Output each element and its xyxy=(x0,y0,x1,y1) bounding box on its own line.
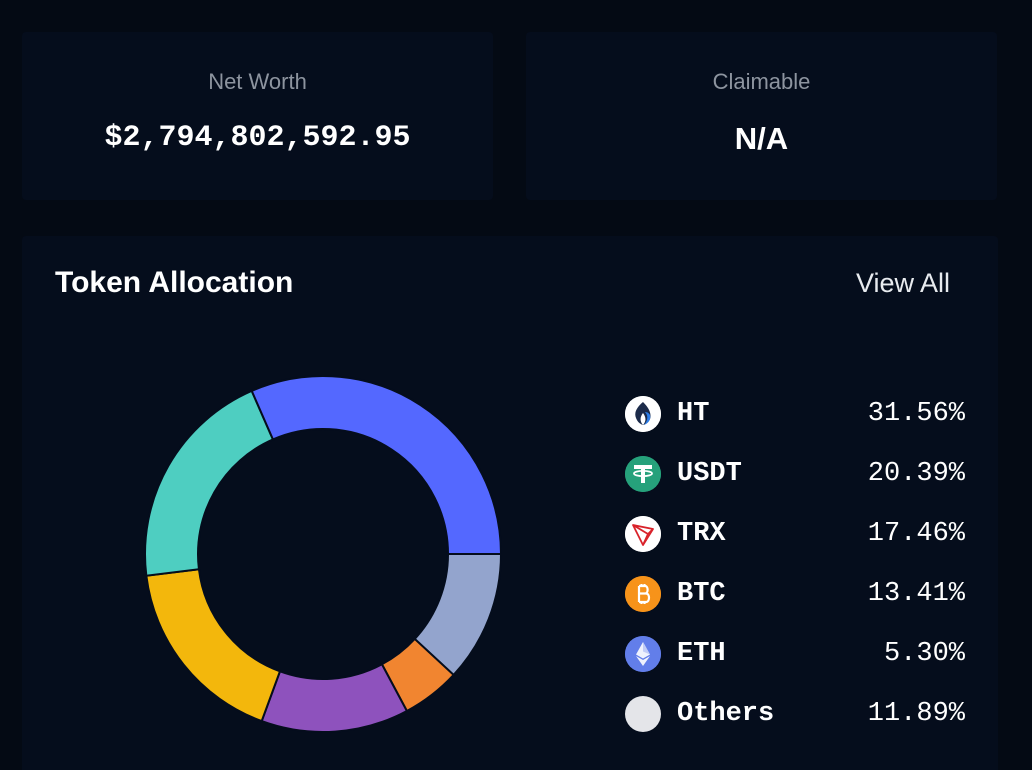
tether-icon xyxy=(625,456,661,492)
token-name: TRX xyxy=(677,519,726,549)
legend-item-trx[interactable]: TRX 17.46% xyxy=(625,504,965,564)
tron-icon xyxy=(625,516,661,552)
legend-item-ht[interactable]: HT 31.56% xyxy=(625,384,965,444)
donut-slice-ht[interactable] xyxy=(250,375,503,555)
donut-slice-trx[interactable] xyxy=(145,568,282,723)
claimable-value: N/A xyxy=(734,121,789,156)
legend-item-eth[interactable]: ETH 5.30% xyxy=(625,624,965,684)
view-all-link[interactable]: View All xyxy=(855,268,950,298)
allocation-legend: HT 31.56% USDT 20.39% TRX xyxy=(625,384,965,744)
donut-slice-btc[interactable] xyxy=(260,662,409,733)
token-name: HT xyxy=(677,399,710,429)
ethereum-icon xyxy=(625,636,661,672)
token-percentage: 17.46% xyxy=(867,519,965,549)
token-percentage: 13.41% xyxy=(867,579,965,609)
net-worth-card: Net Worth $2,794,802,592.95 xyxy=(22,32,493,200)
token-percentage: 20.39% xyxy=(867,459,965,489)
token-name: USDT xyxy=(677,459,742,489)
legend-item-others[interactable]: Others 11.89% xyxy=(625,684,965,744)
token-percentage: 11.89% xyxy=(867,699,965,729)
donut-slice-usdt[interactable] xyxy=(144,389,275,577)
bitcoin-icon xyxy=(625,576,661,612)
legend-item-usdt[interactable]: USDT 20.39% xyxy=(625,444,965,504)
claimable-label: Claimable xyxy=(712,69,811,94)
token-allocation-title: Token Allocation xyxy=(55,266,294,299)
claimable-card: Claimable N/A xyxy=(526,32,997,200)
token-name: Others xyxy=(677,699,775,729)
token-percentage: 5.30% xyxy=(883,639,965,669)
token-name: ETH xyxy=(677,639,726,669)
net-worth-value: $2,794,802,592.95 xyxy=(104,121,411,155)
others-icon xyxy=(625,696,661,732)
token-allocation-card: Token Allocation View All HT 31.56% xyxy=(22,236,998,770)
allocation-donut-chart xyxy=(144,375,503,733)
legend-item-btc[interactable]: BTC 13.41% xyxy=(625,564,965,624)
net-worth-label: Net Worth xyxy=(208,69,307,94)
token-name: BTC xyxy=(677,579,726,609)
huobi-token-icon xyxy=(625,396,661,432)
token-percentage: 31.56% xyxy=(867,399,965,429)
